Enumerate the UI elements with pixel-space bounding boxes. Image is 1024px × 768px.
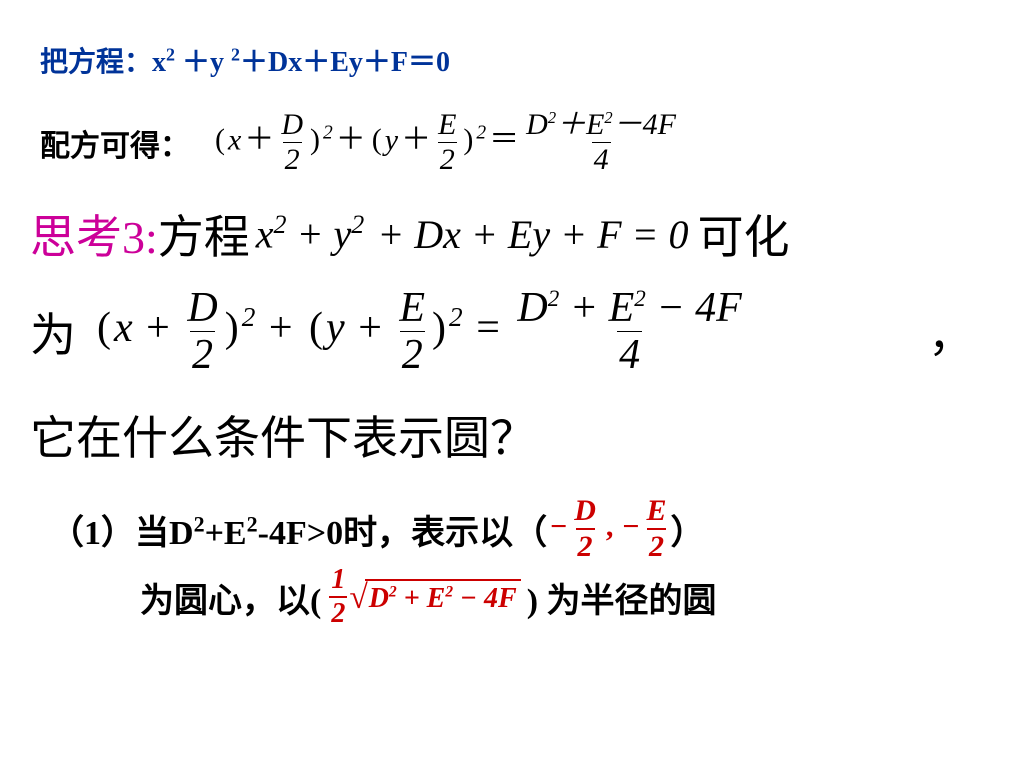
think-label: 思考3: (30, 201, 158, 267)
line2-label: 配方可得： (40, 121, 190, 165)
line-1: 把方程： x2 ＋y 2＋Dx＋Ey＋F＝0 (40, 40, 994, 80)
line-4: 为 (x + D2)2 + (y + E2)2 = D2 + E2 − 4F4 … (30, 287, 994, 376)
line5-text: 它在什么条件下表示圆？ (30, 402, 536, 468)
line1-eq: x2 ＋y 2＋Dx＋Ey＋F＝0 (152, 40, 450, 80)
line2-formula: (x＋D2)2＋(y＋E2)2＝D2＋E2－4F4 (212, 110, 680, 175)
line1-label: 把方程： (40, 40, 152, 80)
line6-p1: （1）当D2+E2-4F>0时，表示以（ (50, 505, 547, 554)
line-2: 配方可得： (x＋D2)2＋(y＋E2)2＝D2＋E2－4F4 (40, 110, 994, 175)
line3-after: 可化 (698, 201, 790, 267)
line-7: 为圆心，以( 12√D2 + E2 − 4F ) 为半径的圆 (140, 566, 994, 628)
line4-after: ， (928, 299, 974, 365)
line-3: 思考3: 方程 x2 + y2 + Dx + Ey + F = 0 可化 (30, 201, 994, 267)
line4-before: 为 (30, 299, 76, 365)
radius-expr: 12√D2 + E2 − 4F (327, 566, 520, 628)
slide: 把方程： x2 ＋y 2＋Dx＋Ey＋F＝0 配方可得： (x＋D2)2＋(y＋… (0, 0, 1024, 768)
center-coords: −D2,−E2 (547, 496, 670, 562)
line7-p1: 为圆心，以( (140, 573, 321, 622)
line-6: （1）当D2+E2-4F>0时，表示以（ −D2,−E2 ） (50, 496, 994, 562)
line7-p2: ) 为半径的圆 (527, 573, 717, 622)
line-5: 它在什么条件下表示圆？ (30, 402, 994, 468)
line3-eq: x2 + y2 + Dx + Ey + F = 0 (256, 210, 692, 257)
line6-p6: ） (671, 505, 705, 554)
line4-formula: (x + D2)2 + (y + E2)2 = D2 + E2 − 4F4 (94, 287, 746, 376)
line3-before: 方程 (158, 201, 250, 267)
